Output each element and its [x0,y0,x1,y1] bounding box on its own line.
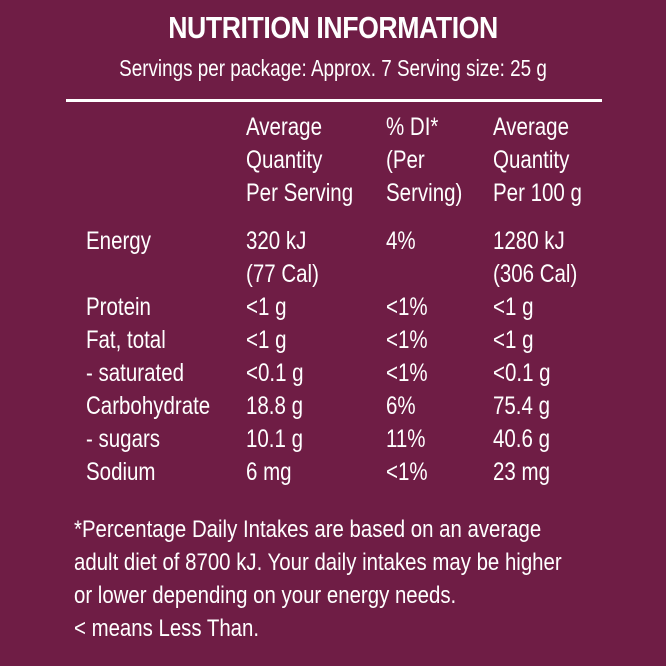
header-line: Average [493,113,569,141]
carbohydrate-percent-di: 6% [386,392,416,420]
row-label-saturated: - saturated [86,359,185,387]
fat-per-serving: <1 g [246,326,287,354]
header-line: % DI* [386,113,439,141]
energy-per-100g: 1280 kJ (306 Cal) [493,225,577,291]
footnote-line: < means Less Than. [74,615,260,642]
energy-per-serving: 320 kJ (77 Cal) [246,225,319,291]
header-line: (Per [386,146,425,174]
header-per-serving: Average Quantity Per Serving [246,111,353,210]
value-line: (77 Cal) [246,260,319,288]
header-line: Quantity [246,146,323,174]
row-label-sugars: - sugars [86,425,161,453]
panel-title: NUTRITION INFORMATION [168,10,498,45]
fat-per-100g: <1 g [493,326,534,354]
footnote-line: *Percentage Daily Intakes are based on a… [74,516,542,543]
value-line: 1280 kJ [493,227,565,255]
header-line: Per Serving [246,179,354,207]
header-line: Per 100 g [493,179,582,207]
row-label-sodium: Sodium [86,458,156,486]
footnote-line: adult diet of 8700 kJ. Your daily intake… [74,549,562,576]
sodium-per-100g: 23 mg [493,458,550,486]
header-line: Quantity [493,146,570,174]
sugars-per-serving: 10.1 g [246,425,304,453]
divider-rule [66,99,602,102]
value-line: 320 kJ [246,227,307,255]
footnote: *Percentage Daily Intakes are based on a… [74,513,562,645]
carbohydrate-per-serving: 18.8 g [246,392,304,420]
header-line: Serving) [386,179,463,207]
sugars-per-100g: 40.6 g [493,425,551,453]
header-per-100g: Average Quantity Per 100 g [493,111,582,210]
sugars-percent-di: 11% [386,425,426,453]
carbohydrate-per-100g: 75.4 g [493,392,551,420]
saturated-per-serving: <0.1 g [246,359,304,387]
sodium-per-serving: 6 mg [246,458,292,486]
protein-percent-di: <1% [386,293,428,321]
value-line: (306 Cal) [493,260,578,288]
row-label-protein: Protein [86,293,151,321]
row-label-energy: Energy [86,227,151,255]
sodium-percent-di: <1% [386,458,428,486]
header-line: Average [246,113,322,141]
saturated-percent-di: <1% [386,359,428,387]
footnote-line: or lower depending on your energy needs. [74,582,457,609]
header-percent-di: % DI* (Per Serving) [386,111,462,210]
protein-per-serving: <1 g [246,293,287,321]
energy-percent-di: 4% [386,227,416,255]
servings-info: Servings per package: Approx. 7 Serving … [119,55,547,81]
row-label-carbohydrate: Carbohydrate [86,392,211,420]
row-label-fat-total: Fat, total [86,326,166,354]
protein-per-100g: <1 g [493,293,534,321]
fat-percent-di: <1% [386,326,428,354]
saturated-per-100g: <0.1 g [493,359,551,387]
